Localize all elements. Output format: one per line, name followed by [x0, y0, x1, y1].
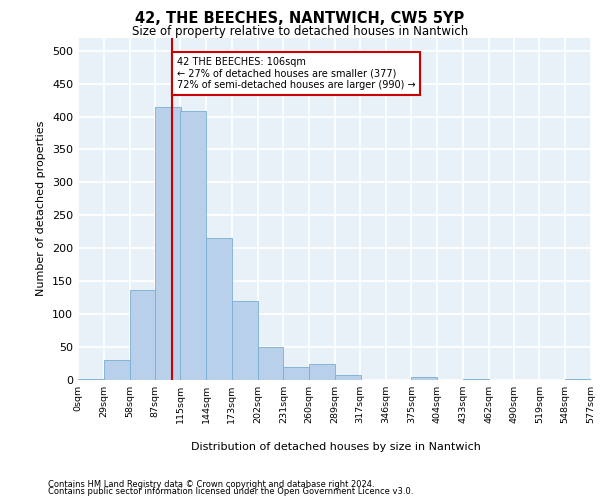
Bar: [78, 378, 104, 380]
Bar: [206, 238, 232, 380]
Text: Contains HM Land Registry data © Crown copyright and database right 2024.: Contains HM Land Registry data © Crown c…: [48, 480, 374, 489]
Bar: [412, 376, 437, 380]
Bar: [155, 106, 181, 380]
Text: Distribution of detached houses by size in Nantwich: Distribution of detached houses by size …: [191, 442, 481, 452]
Text: 42, THE BEECHES, NANTWICH, CW5 5YP: 42, THE BEECHES, NANTWICH, CW5 5YP: [136, 11, 464, 26]
Text: Contains public sector information licensed under the Open Government Licence v3: Contains public sector information licen…: [48, 487, 413, 496]
Bar: [309, 364, 335, 380]
Bar: [180, 112, 206, 380]
Bar: [565, 378, 591, 380]
Bar: [257, 347, 283, 380]
Bar: [104, 360, 130, 380]
Bar: [335, 374, 361, 380]
Text: 42 THE BEECHES: 106sqm
← 27% of detached houses are smaller (377)
72% of semi-de: 42 THE BEECHES: 106sqm ← 27% of detached…: [176, 58, 415, 90]
Bar: [283, 367, 309, 380]
Bar: [130, 290, 155, 380]
Bar: [463, 378, 489, 380]
Text: Size of property relative to detached houses in Nantwich: Size of property relative to detached ho…: [132, 25, 468, 38]
Y-axis label: Number of detached properties: Number of detached properties: [37, 121, 46, 296]
Bar: [232, 301, 257, 380]
